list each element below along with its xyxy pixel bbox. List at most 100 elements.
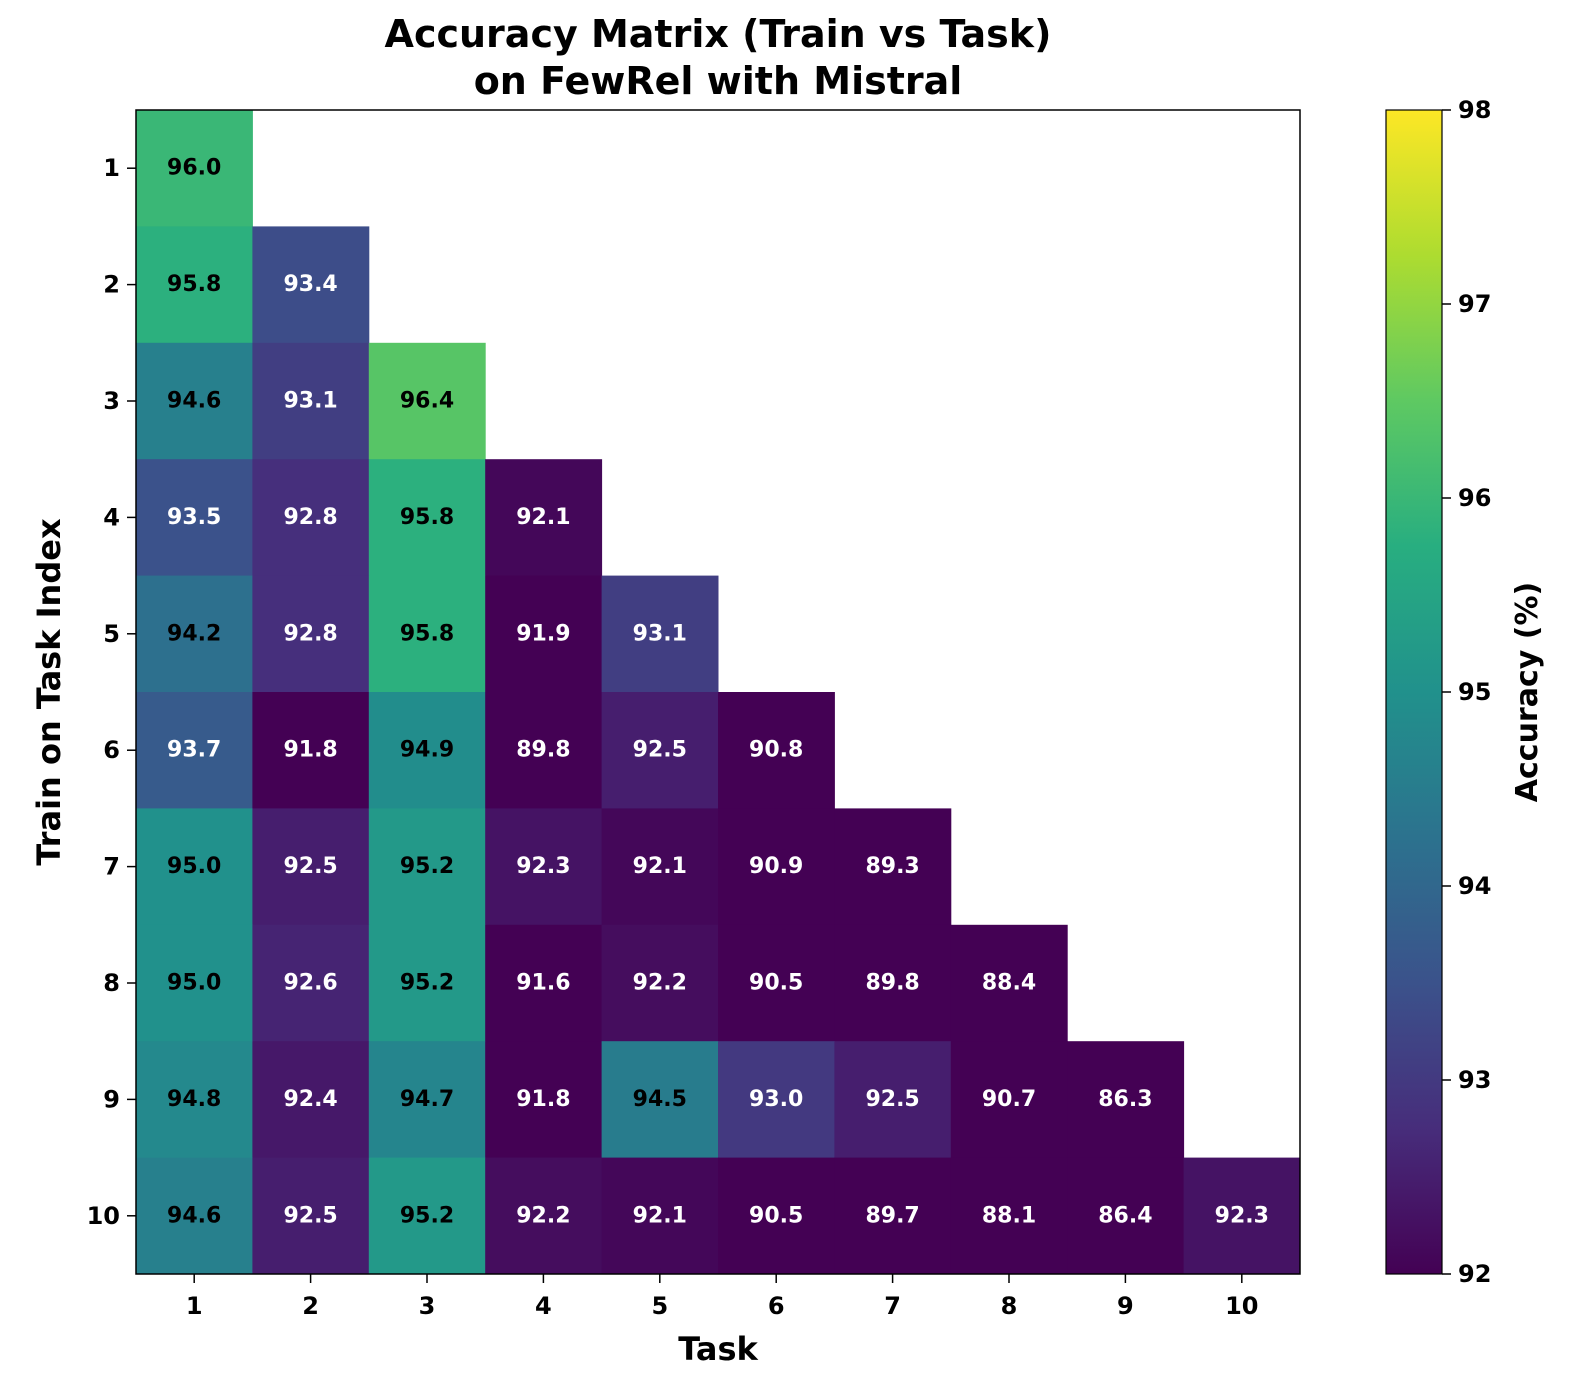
heatmap-cell: [485, 459, 603, 577]
x-tick-label: 4: [535, 1292, 552, 1320]
heatmap-cell: [368, 459, 486, 577]
cell-value-label: 91.9: [516, 621, 570, 646]
cell-value-label: 92.1: [516, 505, 570, 530]
colorbar-tick-label: 93: [1458, 1066, 1491, 1094]
cell-value-label: 91.8: [516, 1087, 570, 1112]
cell-value-label: 94.8: [167, 1087, 221, 1112]
cell-value-label: 93.5: [167, 505, 221, 530]
heatmap-cell: [718, 1157, 835, 1275]
heatmap-cell: [368, 808, 486, 926]
heatmap-cell: [136, 692, 253, 809]
x-axis-label: Task: [678, 1330, 758, 1368]
cell-value-label: 88.4: [982, 971, 1036, 996]
heatmap-cells: [136, 110, 1301, 1275]
x-tick-label: 1: [186, 1292, 203, 1320]
cell-value-label: 93.1: [283, 389, 337, 414]
heatmap-cell: [601, 575, 719, 693]
x-tick-label: 5: [651, 1292, 668, 1320]
cell-value-label: 95.8: [400, 621, 454, 646]
heatmap-cell: [834, 808, 952, 926]
heatmap-cell: [252, 1157, 370, 1275]
heatmap-cell: [136, 342, 253, 460]
colorbar-label: Accuracy (%): [1510, 582, 1545, 802]
heatmap-cell: [252, 342, 370, 460]
y-axis-ticks: 1 2 3 4 5 6 7 8 9 10: [87, 154, 136, 1230]
heatmap-cell: [834, 924, 952, 1042]
cell-value-label: 94.5: [633, 1087, 687, 1112]
heatmap-cell: [136, 808, 253, 926]
heatmap-cell: [368, 1041, 486, 1159]
x-tick-label: 6: [768, 1292, 785, 1320]
cell-value-label: 92.5: [633, 738, 687, 763]
heatmap-cell: [136, 459, 253, 577]
heatmap-cell: [485, 1157, 603, 1275]
heatmap-cell: [252, 1041, 370, 1159]
y-tick-label: 3: [103, 387, 120, 415]
y-tick-label: 10: [87, 1202, 120, 1230]
cell-value-label: 89.8: [865, 971, 919, 996]
heatmap-cell: [252, 226, 370, 344]
x-tick-label: 3: [419, 1292, 436, 1320]
cell-value-label: 92.2: [516, 1203, 570, 1228]
cell-value-label: 89.3: [865, 854, 919, 879]
cell-value-label: 92.5: [283, 1203, 337, 1228]
cell-value-label: 90.9: [749, 854, 803, 879]
cell-value-label: 95.2: [400, 854, 454, 879]
cell-value-label: 86.3: [1098, 1087, 1152, 1112]
cell-value-label: 89.8: [516, 738, 570, 763]
heatmap-cell: [252, 808, 370, 926]
cell-value-label: 94.7: [400, 1087, 454, 1112]
heatmap-cell: [601, 692, 719, 809]
heatmap-cell: [601, 924, 719, 1042]
cell-value-label: 91.6: [516, 971, 570, 996]
cell-value-label: 93.4: [283, 272, 337, 297]
colorbar-tick-label: 94: [1458, 872, 1491, 900]
heatmap-cell: [1067, 1157, 1185, 1275]
x-axis-ticks: 1 2 3 4 5 6 7 8 9 10: [186, 1274, 1259, 1320]
cell-value-label: 96.0: [167, 156, 221, 181]
cell-value-label: 95.8: [400, 505, 454, 530]
x-tick-label: 10: [1225, 1292, 1258, 1320]
heatmap-cell: [485, 924, 603, 1042]
heatmap-cell: [368, 924, 486, 1042]
cell-value-label: 95.2: [400, 1203, 454, 1228]
colorbar-tick-label: 98: [1458, 96, 1491, 124]
heatmap-cell: [950, 924, 1068, 1042]
heatmap-cell: [718, 924, 835, 1042]
cell-value-label: 92.8: [283, 621, 337, 646]
heatmap-cell: [950, 1041, 1068, 1159]
chart-title-line-1: Accuracy Matrix (Train vs Task): [385, 12, 1052, 56]
heatmap-cell: [252, 575, 370, 693]
cell-value-label: 90.7: [982, 1087, 1036, 1112]
heatmap-cell: [1067, 1041, 1185, 1159]
heatmap-cell: [136, 1041, 253, 1159]
heatmap-cell: [834, 1157, 952, 1275]
heatmap-cell: [950, 1157, 1068, 1275]
cell-value-label: 91.8: [283, 738, 337, 763]
heatmap-cell: [834, 1041, 952, 1159]
y-axis-label: Train on Task Index: [30, 518, 68, 866]
cell-value-label: 92.1: [633, 1203, 687, 1228]
cell-value-label: 88.1: [982, 1203, 1036, 1228]
y-tick-label: 5: [103, 620, 120, 648]
y-tick-label: 8: [103, 969, 120, 997]
y-tick-label: 7: [103, 853, 120, 881]
heatmap-cell: [252, 459, 370, 577]
colorbar-tick-label: 95: [1458, 678, 1491, 706]
heatmap-cell: [601, 1041, 719, 1159]
cell-value-label: 92.5: [865, 1087, 919, 1112]
heatmap-cell: [485, 575, 603, 693]
heatmap-cell: [368, 692, 486, 809]
cell-value-label: 92.8: [283, 505, 337, 530]
heatmap-cell: [368, 342, 486, 460]
y-tick-label: 4: [103, 503, 120, 531]
cell-value-label: 94.2: [167, 621, 221, 646]
x-tick-label: 8: [1001, 1292, 1018, 1320]
cell-value-label: 93.1: [633, 621, 687, 646]
x-tick-label: 7: [884, 1292, 901, 1320]
heatmap-cell: [718, 1041, 835, 1159]
cell-value-label: 95.0: [167, 854, 221, 879]
heatmap-cell: [718, 808, 835, 926]
plot-frame: [135, 109, 1301, 1275]
